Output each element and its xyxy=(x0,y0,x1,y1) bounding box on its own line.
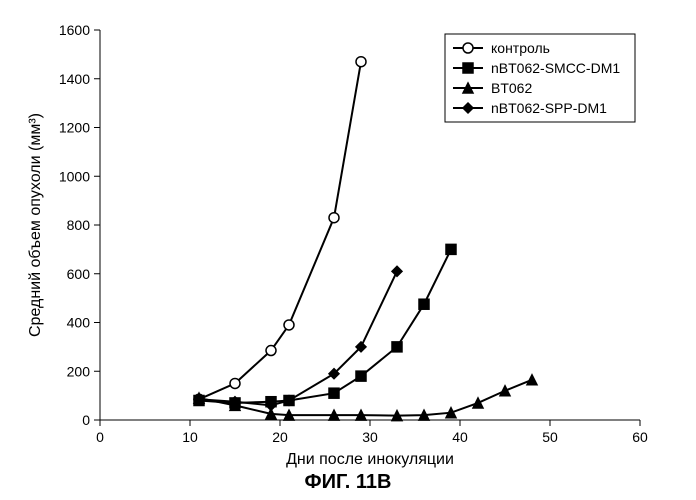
series-line-control xyxy=(199,62,361,400)
series-marker-spp xyxy=(392,266,402,276)
y-tick-label: 200 xyxy=(67,363,91,379)
series-line-bt062 xyxy=(199,380,532,416)
y-tick-label: 0 xyxy=(82,412,90,428)
series-marker-control xyxy=(284,320,294,330)
figure-caption: ФИГ. 11В xyxy=(0,471,696,494)
x-tick-label: 40 xyxy=(452,429,468,445)
x-tick-label: 10 xyxy=(182,429,198,445)
legend-marker-control xyxy=(463,43,473,53)
x-tick-label: 0 xyxy=(96,429,104,445)
y-tick-label: 1600 xyxy=(59,22,90,38)
y-tick-label: 600 xyxy=(67,266,91,282)
legend-label-control: контроль xyxy=(491,40,550,56)
y-tick-label: 1000 xyxy=(59,168,90,184)
series-marker-control xyxy=(266,346,276,356)
series-marker-bt062 xyxy=(500,386,510,396)
x-tick-label: 60 xyxy=(632,429,648,445)
series-marker-control xyxy=(329,213,339,223)
series-marker-smcc xyxy=(446,244,456,254)
y-tick-label: 1400 xyxy=(59,71,90,87)
chart-svg: 0102030405060020040060080010001200140016… xyxy=(0,0,696,470)
series-marker-control xyxy=(230,378,240,388)
y-axis-label: Средний объем опухоли (мм³) xyxy=(27,113,44,337)
x-tick-label: 20 xyxy=(272,429,288,445)
legend-marker-smcc xyxy=(463,63,473,73)
series-marker-control xyxy=(356,57,366,67)
legend-label-bt062: BT062 xyxy=(491,80,532,96)
y-tick-label: 800 xyxy=(67,217,91,233)
series-marker-smcc xyxy=(329,388,339,398)
x-tick-label: 50 xyxy=(542,429,558,445)
series-marker-bt062 xyxy=(527,375,537,385)
x-tick-label: 30 xyxy=(362,429,378,445)
y-tick-label: 1200 xyxy=(59,120,90,136)
legend-label-smcc: nBT062-SMCC-DM1 xyxy=(491,60,620,76)
tumor-volume-chart: 0102030405060020040060080010001200140016… xyxy=(0,0,696,500)
legend-label-spp: nBT062-SPP-DM1 xyxy=(491,100,607,116)
series-marker-bt062 xyxy=(473,398,483,408)
x-axis-label: Дни после инокуляции xyxy=(286,451,454,468)
y-tick-label: 400 xyxy=(67,315,91,331)
series-marker-smcc xyxy=(356,371,366,381)
series-marker-smcc xyxy=(392,342,402,352)
series-marker-smcc xyxy=(419,299,429,309)
